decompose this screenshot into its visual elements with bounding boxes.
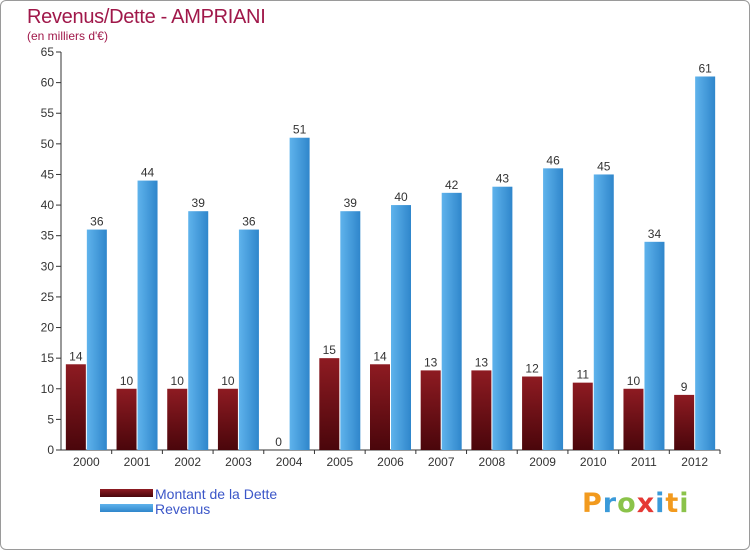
logo-letter: i bbox=[679, 488, 690, 519]
x-tick-label: 2005 bbox=[326, 455, 353, 469]
data-label-revenue: 44 bbox=[141, 166, 155, 180]
data-label-revenue: 42 bbox=[445, 178, 459, 192]
data-label-debt: 13 bbox=[424, 355, 438, 369]
x-tick-label: 2007 bbox=[428, 455, 455, 469]
bar-revenue bbox=[492, 186, 513, 450]
bar-debt bbox=[674, 394, 695, 450]
data-label-debt: 10 bbox=[221, 374, 235, 388]
bar-debt bbox=[471, 370, 492, 450]
y-tick-label: 55 bbox=[41, 106, 55, 120]
data-label-debt: 14 bbox=[373, 349, 387, 363]
data-label-revenue: 36 bbox=[242, 215, 256, 229]
y-tick-label: 0 bbox=[47, 443, 54, 457]
x-tick-label: 2008 bbox=[479, 455, 506, 469]
data-label-debt: 10 bbox=[171, 374, 185, 388]
y-tick-label: 35 bbox=[41, 229, 55, 243]
x-tick-label: 2002 bbox=[174, 455, 201, 469]
y-tick-label: 50 bbox=[41, 137, 55, 151]
x-tick-label: 2006 bbox=[377, 455, 404, 469]
data-label-revenue: 39 bbox=[344, 196, 358, 210]
y-tick-label: 30 bbox=[41, 259, 55, 273]
x-tick-label: 2011 bbox=[631, 455, 657, 469]
x-tick-label: 2004 bbox=[276, 455, 303, 469]
logo-letter: o bbox=[617, 488, 637, 519]
data-label-revenue: 43 bbox=[496, 172, 510, 186]
legend-label-debt: Montant de la Dette bbox=[155, 486, 278, 502]
bar-debt bbox=[217, 388, 238, 450]
chart-title: Revenus/Dette - AMPRIANI bbox=[27, 6, 266, 28]
bar-revenue bbox=[695, 76, 716, 450]
y-tick-label: 45 bbox=[41, 167, 55, 181]
x-tick-label: 2001 bbox=[124, 455, 151, 469]
bar-debt bbox=[65, 364, 86, 450]
data-label-revenue: 61 bbox=[698, 61, 712, 75]
data-label-debt: 12 bbox=[525, 362, 539, 376]
data-label-debt: 15 bbox=[323, 343, 337, 357]
x-tick-label: 2012 bbox=[681, 455, 708, 469]
data-label-debt: 11 bbox=[577, 368, 590, 382]
bar-debt bbox=[572, 382, 593, 450]
data-label-revenue: 39 bbox=[192, 196, 206, 210]
logo-letter: r bbox=[602, 488, 618, 519]
bar-revenue bbox=[238, 229, 259, 450]
bars: 14 36 10 44 10 39 10 36 0 51 15 39 14 40 13 42 13 43 12 46 1… bbox=[65, 61, 716, 451]
data-label-debt: 9 bbox=[681, 380, 688, 394]
y-tick-label: 60 bbox=[41, 76, 55, 90]
legend-swatch-debt bbox=[100, 489, 153, 497]
bar-debt bbox=[319, 358, 340, 450]
x-tick-label: 2003 bbox=[225, 455, 252, 469]
data-label-debt: 13 bbox=[475, 355, 489, 369]
data-label-revenue: 40 bbox=[394, 190, 408, 204]
data-label-revenue: 36 bbox=[90, 215, 104, 229]
bar-revenue bbox=[543, 168, 564, 451]
data-label-revenue: 45 bbox=[597, 159, 611, 173]
legend-swatch-revenue bbox=[100, 504, 153, 512]
y-tick-label: 10 bbox=[41, 382, 55, 396]
y-tick-label: 20 bbox=[41, 321, 55, 335]
data-label-revenue: 46 bbox=[546, 153, 560, 167]
y-tick-label: 5 bbox=[47, 412, 54, 426]
bar-revenue bbox=[644, 241, 665, 450]
data-label-debt: 10 bbox=[627, 374, 641, 388]
logo-letter: x bbox=[636, 488, 656, 519]
bar-revenue bbox=[188, 211, 209, 450]
bar-revenue bbox=[86, 229, 107, 450]
logo-letter: t bbox=[665, 488, 680, 519]
bar-debt bbox=[522, 376, 543, 450]
bar-revenue bbox=[340, 211, 361, 450]
legend-label-revenue: Revenus bbox=[155, 501, 211, 517]
bar-debt bbox=[116, 388, 137, 450]
bar-debt bbox=[167, 388, 188, 450]
bar-debt bbox=[623, 388, 644, 450]
bar-revenue bbox=[137, 180, 158, 451]
logo-letter: i bbox=[655, 488, 666, 519]
bar-revenue bbox=[441, 192, 462, 451]
x-tick-label: 2000 bbox=[73, 455, 100, 469]
x-tick-label: 2009 bbox=[529, 455, 556, 469]
data-label-revenue: 34 bbox=[648, 227, 662, 241]
data-label-revenue: 51 bbox=[293, 123, 307, 137]
y-tick-label: 15 bbox=[41, 351, 55, 365]
y-tick-label: 65 bbox=[41, 45, 55, 59]
chart-subtitle: (en milliers d'€) bbox=[27, 29, 108, 43]
bar-debt bbox=[370, 364, 390, 450]
data-label-debt: 10 bbox=[120, 374, 134, 388]
bar-debt bbox=[420, 370, 441, 450]
bar-revenue bbox=[593, 174, 614, 450]
y-tick-label: 40 bbox=[41, 198, 55, 212]
x-tick-label: 2010 bbox=[580, 455, 607, 469]
data-label-debt: 0 bbox=[275, 435, 282, 449]
proxiti-logo: Proxiti bbox=[582, 488, 690, 519]
y-tick-label: 25 bbox=[41, 290, 55, 304]
bar-revenue bbox=[289, 137, 310, 450]
bar-revenue bbox=[391, 205, 411, 450]
logo-letter: P bbox=[582, 488, 603, 519]
data-label-debt: 14 bbox=[69, 349, 83, 363]
